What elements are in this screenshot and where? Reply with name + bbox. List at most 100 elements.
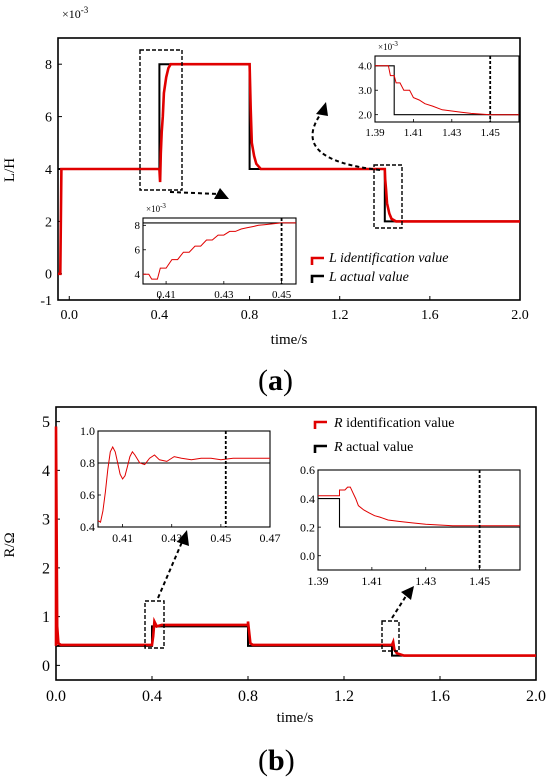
zoom-arrow-right-a bbox=[311, 114, 381, 171]
inset-left-b-ytick-label: 0.6 bbox=[80, 488, 95, 502]
inset-left-b-identification-line bbox=[97, 445, 270, 524]
legend-label-actual-a: L actual value bbox=[328, 270, 409, 285]
inset-frame-right-a bbox=[374, 55, 520, 123]
inset-left-b-ytick-label: 1.0 bbox=[80, 424, 95, 438]
series-line-actual-a bbox=[58, 63, 520, 223]
y-axis-label-a: L/H bbox=[2, 158, 18, 182]
zoom-box-right-b bbox=[381, 620, 400, 652]
main-ticks-b: 0.0 0.4 0.8 1.2 1.6 2.0 0 1 2 3 4 5 bbox=[42, 414, 546, 705]
main-b-xtick-label: 0.8 bbox=[238, 688, 258, 705]
main-a-ytick-label: 2 bbox=[45, 215, 52, 230]
inset-right-b-ytick-label: 0.4 bbox=[300, 492, 315, 506]
legend-swatch-identification-b bbox=[313, 420, 327, 429]
legend-swatch-actual-a bbox=[310, 274, 324, 283]
legend-label-identification-a: L identification value bbox=[328, 251, 449, 266]
inset-right-a-xtick-label: 1.43 bbox=[442, 127, 462, 139]
inset-right-b-ytick-label: 0.0 bbox=[300, 549, 315, 563]
inset-content-left-b: 0.41 0.43 0.45 0.47 0.4 0.6 0.8 1.0 bbox=[80, 424, 281, 545]
x-axis-label-b: time/s bbox=[277, 710, 314, 726]
main-a-ytick-label: 4 bbox=[45, 163, 52, 178]
inset-right-b-ytick-label: 0.2 bbox=[300, 520, 315, 534]
zoom-arrowhead-right-a bbox=[316, 102, 328, 116]
inset-right-a-identification-line bbox=[375, 65, 519, 116]
inset-right-b-ytick-label: 0.6 bbox=[300, 463, 315, 477]
main-a-ytick-label: -1 bbox=[40, 294, 52, 309]
legend-swatch-identification-a bbox=[310, 256, 324, 265]
inset-left-a-ytick-label: 8 bbox=[135, 220, 141, 232]
main-b-ytick-label: 2 bbox=[42, 560, 50, 577]
main-b-xtick-label: 1.2 bbox=[334, 688, 354, 705]
inset-content-right-b: 1.39 1.41 1.43 1.45 0.0 0.2 0.4 0.6 bbox=[300, 463, 520, 588]
inset-frame-left-a bbox=[142, 217, 297, 285]
inset-left-a-xtick-label: 0.45 bbox=[272, 289, 292, 301]
main-ticks-a: 0.0 0.4 0.8 1.2 1.6 2.0 -1 0 2 4 6 8 bbox=[40, 58, 528, 323]
inset-right-a-ytick-label: 2.0 bbox=[358, 110, 372, 122]
main-a-xtick-label: 0.4 bbox=[151, 308, 169, 323]
inset-left-a: ×10-3 0.41 0.43 0.45 4 6 8 bbox=[135, 202, 297, 301]
main-a-xtick-label: 0.0 bbox=[61, 308, 79, 323]
legend-swatch-actual-b bbox=[313, 444, 327, 453]
zoom-arrowhead-right-b bbox=[401, 586, 414, 600]
zoom-box-right-a bbox=[373, 164, 403, 229]
inset-right-b-xtick-label: 1.39 bbox=[308, 574, 329, 588]
main-a-xtick-label: 0.8 bbox=[241, 308, 259, 323]
caption-a: (a) bbox=[258, 364, 293, 397]
inset-right-a-ytick-label: 3.0 bbox=[358, 85, 372, 97]
main-a-ytick-label: 6 bbox=[45, 111, 52, 126]
main-b-ytick-label: 5 bbox=[42, 414, 50, 431]
series-line-identification-a bbox=[58, 62, 520, 276]
inset-right-b-identification-line bbox=[318, 486, 520, 527]
inset-multiplier-left-a: ×10-3 bbox=[146, 202, 166, 214]
inset-right-a-ytick-label: 4.0 bbox=[358, 61, 372, 73]
inset-left-b: 0.41 0.43 0.45 0.47 0.4 0.6 0.8 1.0 bbox=[80, 424, 281, 545]
legend-b: R identification value R actual value bbox=[313, 416, 455, 455]
panel-a: ×10-3 L/H time/s 0.0 0.4 0.8 1.2 1.6 2.0 -1 0 2 4… bbox=[2, 5, 529, 397]
main-b-ytick-label: 0 bbox=[42, 658, 50, 675]
caption-b: (b) bbox=[258, 744, 295, 777]
inset-right-b-xtick-label: 1.43 bbox=[415, 574, 436, 588]
inset-left-b-xtick-label: 0.41 bbox=[112, 531, 133, 545]
inset-left-b-xtick-label: 0.47 bbox=[260, 531, 281, 545]
inset-right-b-actual-line bbox=[318, 498, 520, 528]
main-series-a bbox=[58, 62, 520, 276]
y-axis-label-b: R/Ω bbox=[2, 532, 18, 557]
inset-left-a-xtick-label: 0.43 bbox=[214, 289, 234, 301]
main-b-xtick-label: 0.4 bbox=[142, 688, 162, 705]
inset-right-a-xtick-label: 1.41 bbox=[404, 127, 423, 139]
inset-right-b: 1.39 1.41 1.43 1.45 0.0 0.2 0.4 0.6 bbox=[300, 463, 521, 588]
inset-left-b-xtick-label: 0.43 bbox=[161, 531, 182, 545]
inset-left-b-ytick-label: 0.8 bbox=[80, 456, 95, 470]
inset-left-a-identification-line bbox=[143, 222, 296, 280]
zoom-arrow-right-b bbox=[391, 595, 407, 619]
zoom-arrowhead-left-b bbox=[177, 530, 189, 546]
main-a-xtick-label: 1.6 bbox=[421, 308, 439, 323]
inset-left-a-xtick-label: 0.41 bbox=[156, 289, 175, 301]
main-b-ytick-label: 1 bbox=[42, 609, 50, 626]
inset-content-left-a: 0.41 0.43 0.45 4 6 8 bbox=[135, 218, 296, 301]
legend-label-actual-b: R actual value bbox=[333, 440, 413, 455]
legend-a: L identification value L actual value bbox=[310, 251, 449, 285]
inset-left-a-ytick-label: 4 bbox=[135, 269, 141, 281]
inset-right-a-xtick-label: 1.39 bbox=[365, 127, 385, 139]
inset-left-b-xtick-label: 0.45 bbox=[210, 531, 231, 545]
zoom-arrow-left-a bbox=[169, 191, 219, 195]
inset-content-right-a: 1.39 1.41 1.43 1.45 2.0 3.0 4.0 bbox=[358, 56, 519, 139]
legend-label-identification-b: R identification value bbox=[333, 416, 455, 431]
inset-left-a-ytick-label: 6 bbox=[135, 245, 141, 257]
main-b-ytick-label: 3 bbox=[42, 512, 50, 529]
inset-frame-right-b bbox=[317, 469, 521, 571]
series-line-actual-b bbox=[56, 625, 536, 657]
inset-right-b-xtick-label: 1.45 bbox=[469, 574, 490, 588]
main-a-xtick-label: 2.0 bbox=[511, 308, 529, 323]
inset-right-a-xtick-label: 1.45 bbox=[481, 127, 501, 139]
inset-frame-left-b bbox=[97, 430, 271, 528]
main-a-ytick-label: 0 bbox=[45, 268, 52, 283]
main-b-xtick-label: 0.0 bbox=[46, 688, 66, 705]
inset-left-b-ytick-label: 0.4 bbox=[80, 520, 95, 534]
main-a-xtick-label: 1.2 bbox=[331, 308, 349, 323]
zoom-box-left-b bbox=[144, 600, 165, 649]
inset-right-a: ×10-3 1.39 1.41 1.43 1.45 2.0 3.0 4.0 bbox=[358, 40, 520, 139]
inset-right-b-xtick-label: 1.41 bbox=[361, 574, 382, 588]
